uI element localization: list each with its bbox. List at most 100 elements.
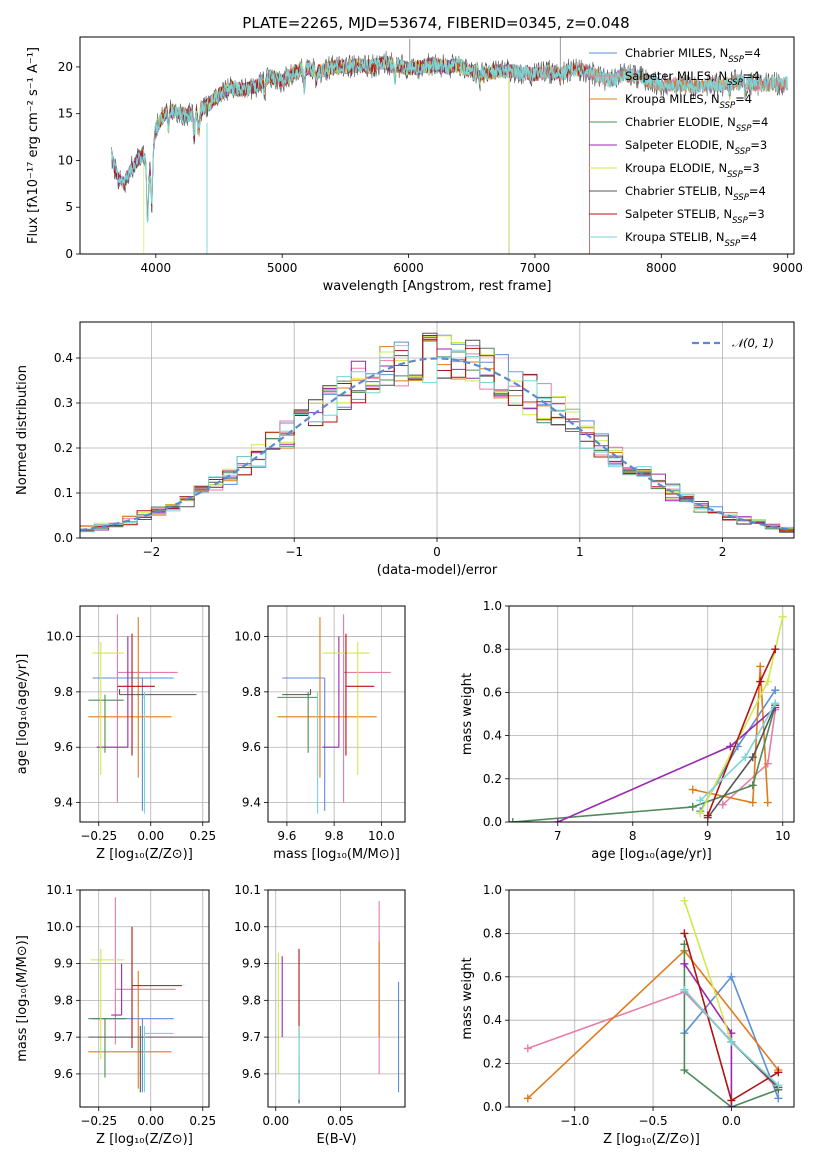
mass-weight-vs-metallicity-panel: −1.0 −0.5 0.0 0.0 0.2 0.4 0.6 0.8 1.0 Z [log₁₀(Z/…	[460, 883, 795, 1147]
y-tick-label: 0.8	[483, 642, 502, 656]
y-tick-label: 9.6	[242, 1067, 261, 1081]
series	[703, 645, 780, 820]
legend-entry: Salpeter ELODIE, NSSP=3	[589, 138, 767, 157]
series-marker	[680, 896, 689, 905]
legend: Chabrier MILES, NSSP=4 Salpeter MILES, NS…	[589, 46, 768, 249]
x-tick: 1	[576, 538, 584, 559]
legend-label: 𝒩(0, 1)	[732, 336, 774, 350]
y-tick: 10.1	[46, 883, 80, 897]
errorbar-point	[282, 677, 326, 811]
x-tick-label: 2	[719, 545, 727, 559]
x-tick-label: 8000	[646, 261, 677, 275]
series-marker	[774, 1068, 783, 1077]
y-tick: 9.9	[54, 957, 80, 971]
y-axis-label: mass weight	[460, 957, 475, 1039]
y-tick-label: 10.0	[46, 629, 73, 643]
legend-label: Salpeter STELIB, NSSP=3	[625, 207, 765, 226]
x-tick-label: 10.0	[368, 829, 395, 843]
errorbar-point	[88, 1018, 126, 1078]
y-tick: 9.7	[54, 1030, 80, 1044]
x-tick-label: 0.05	[327, 1114, 354, 1128]
series-marker	[741, 753, 750, 762]
series-line	[692, 666, 769, 804]
grid	[268, 889, 405, 1107]
legend-entry: Kroupa STELIB, NSSP=4	[589, 230, 757, 249]
y-tick-label: 9.6	[54, 740, 73, 754]
y-axis-label: mass [log₁₀(M/M⊙)]	[15, 935, 30, 1062]
plot-area	[88, 614, 197, 814]
errorbar-point	[322, 636, 340, 748]
y-tick: 9.6	[242, 740, 268, 754]
spectrum-series-line	[111, 55, 510, 254]
y-tick-label: 9.4	[54, 796, 73, 810]
y-axis-label: age [log₁₀(age/yr)]	[15, 654, 30, 775]
x-tick: −2	[143, 538, 160, 559]
y-tick: 9.7	[242, 1030, 268, 1044]
series-marker	[727, 1037, 736, 1046]
series-marker	[680, 985, 689, 994]
legend-label: Kroupa MILES, NSSP=4	[625, 92, 752, 111]
y-tick-label: 0.3	[54, 396, 73, 410]
legend-label: Chabrier STELIB, NSSP=4	[625, 184, 766, 203]
x-tick: 9.8	[325, 822, 344, 843]
legend-label: Chabrier ELODIE, NSSP=4	[625, 115, 768, 134]
y-tick: 1.0	[483, 883, 509, 897]
y-tick: 10.0	[46, 629, 80, 643]
series-marker	[727, 972, 736, 981]
series-marker	[523, 1094, 532, 1103]
errorbar-point	[117, 633, 155, 756]
x-tick: 7000	[520, 254, 551, 275]
x-tick: 2	[719, 538, 727, 559]
axes-decor: 4000 5000 6000 7000 8000 9000 0 5 10 15 20 waveleng…	[26, 36, 803, 294]
age-vs-mass-panel: 9.6 9.8 10.0 9.4 9.6 9.8 10.0 mass [log₁₀(M/M⊙)…	[234, 605, 406, 862]
y-tick-label: 0.6	[483, 970, 502, 984]
series-marker	[718, 800, 727, 809]
axes-frame	[508, 605, 795, 823]
y-tick-label: 10.1	[46, 883, 73, 897]
x-axis-label: wavelength [Angstrom, rest frame]	[323, 279, 552, 294]
series-marker	[778, 612, 787, 621]
y-tick-label: 0.1	[54, 486, 73, 500]
x-tick: 8000	[646, 254, 677, 275]
y-tick-label: 10	[58, 153, 73, 167]
y-tick-label: 10.0	[46, 920, 73, 934]
x-tick: 0.00	[137, 1107, 164, 1128]
y-tick-label: 9.9	[54, 957, 73, 971]
y-tick: 10.0	[46, 920, 80, 934]
spectrum-panel: 4000 5000 6000 7000 8000 9000 0 5 10 15 20 waveleng…	[26, 36, 803, 294]
axes-decor: −0.25 0.00 0.25 9.4 9.6 9.8 10.0 Z [log₁₀(Z/Z⊙)…	[15, 605, 216, 862]
spectrum-series-line	[111, 54, 788, 254]
y-tick-label: 0.4	[483, 729, 502, 743]
y-tick-label: 5	[65, 200, 73, 214]
errorbar-point	[92, 677, 174, 811]
y-axis-label: Normed distribution	[15, 365, 30, 495]
x-tick-label: 7000	[520, 261, 551, 275]
y-tick: 0.4	[483, 1013, 509, 1027]
y-tick: 0.4	[483, 729, 509, 743]
spectrum-series-line	[111, 55, 590, 254]
errorbar-point	[114, 897, 176, 1045]
mass-weight-vs-age-panel: 7 8 9 10 0.0 0.2 0.4 0.6 0.8 1.0 age [log₁₀(age/yr…	[460, 599, 795, 862]
x-tick-label: 9.8	[325, 829, 344, 843]
errorbar-point	[277, 617, 377, 778]
x-tick-label: 0	[433, 545, 441, 559]
x-tick-label: −1	[285, 545, 303, 559]
axes-frame	[508, 889, 795, 1108]
series-marker	[771, 699, 780, 708]
series-marker	[748, 753, 757, 762]
mass-vs-ebv-panel: 0.00 0.05 9.6 9.7 9.8 9.9 10.0 10.1 E(B-V)	[234, 883, 406, 1147]
histogram-series	[80, 345, 794, 538]
spectrum-series-line	[142, 56, 510, 254]
series-marker	[748, 798, 757, 807]
y-tick-label: 9.8	[242, 993, 261, 1007]
y-tick-label: 10.0	[234, 920, 261, 934]
plot-area	[88, 897, 203, 1093]
axes-decor: −1.0 −0.5 0.0 0.0 0.2 0.4 0.6 0.8 1.0 Z [log₁₀(Z/…	[460, 883, 795, 1147]
x-tick: 0.05	[327, 1107, 354, 1128]
legend-label: Salpeter MILES, NSSP=4	[625, 69, 760, 88]
errorbar-point	[277, 691, 318, 753]
y-tick-label: 15	[58, 107, 73, 121]
x-axis-label: Z [log₁₀(Z/Z⊙)]	[603, 1132, 700, 1147]
y-tick: 10.0	[234, 920, 268, 934]
